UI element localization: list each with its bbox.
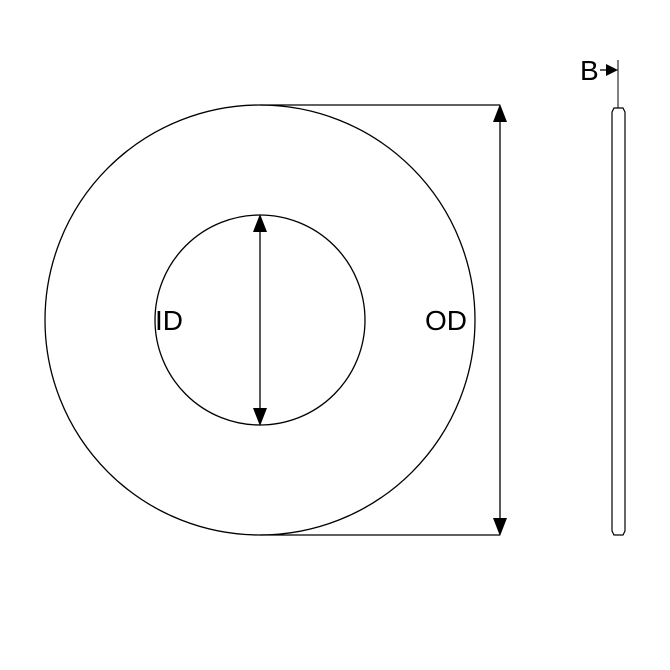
id-label: ID	[155, 305, 183, 337]
od-dimension	[260, 104, 507, 536]
washer-diagram	[0, 0, 670, 670]
side-view	[612, 108, 625, 535]
b-dimension	[600, 60, 618, 108]
od-label: OD	[425, 305, 467, 337]
b-label: B	[580, 55, 599, 87]
id-dimension	[253, 214, 267, 426]
